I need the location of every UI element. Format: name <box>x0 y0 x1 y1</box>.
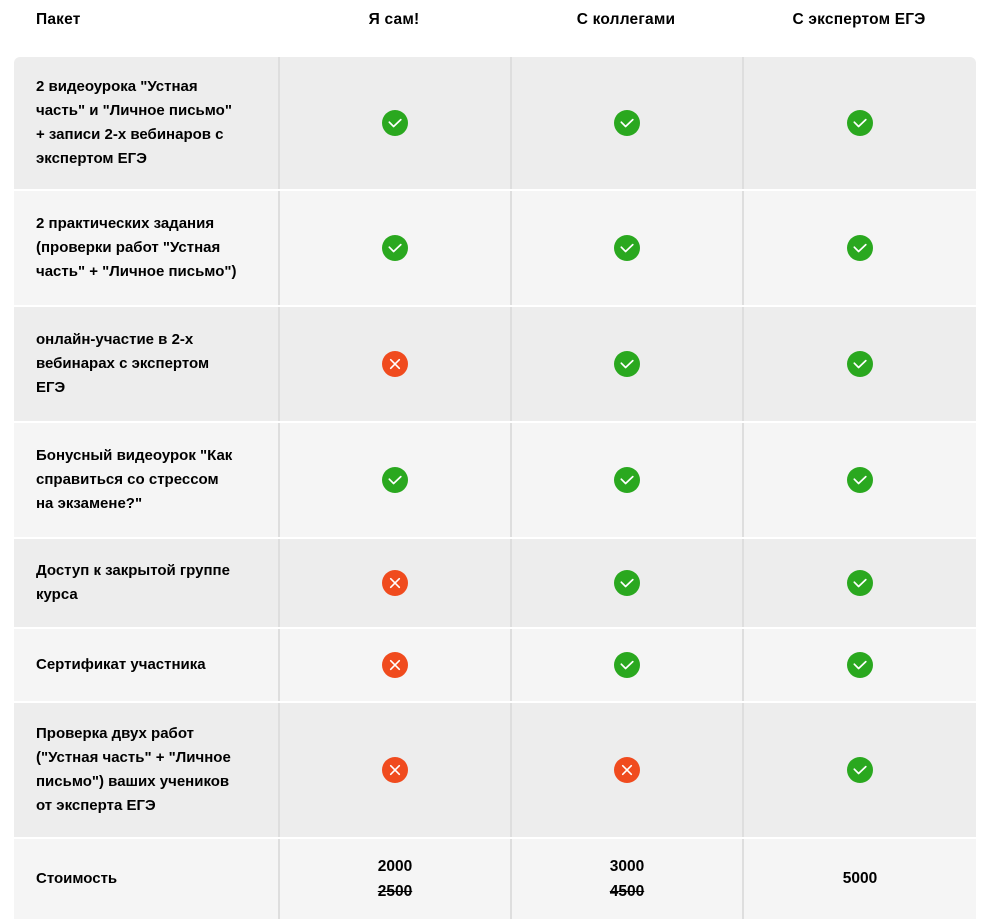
feature-label: Сертификат участника <box>14 629 278 701</box>
price-old: 2500 <box>377 882 413 900</box>
feature-excluded-cell <box>278 539 510 627</box>
price-current: 2000 <box>377 857 413 875</box>
table-row: Сертификат участника <box>14 629 976 701</box>
check-icon <box>614 351 640 377</box>
check-icon <box>382 110 408 136</box>
price-cell: 3000 4500 <box>510 839 742 919</box>
feature-included-cell <box>278 57 510 189</box>
price-old: 4500 <box>609 882 645 900</box>
check-icon <box>847 652 873 678</box>
cross-icon <box>382 757 408 783</box>
table-body: 2 видеоурока "Устная часть" и "Личное пи… <box>14 57 976 919</box>
feature-label: онлайн-участие в 2-х вебинарах с эксперт… <box>14 307 278 421</box>
price-stack: 3000 4500 <box>610 857 644 902</box>
feature-included-cell <box>742 539 976 627</box>
column-header-ege-expert: С экспертом ЕГЭ <box>792 11 926 28</box>
check-icon <box>847 467 873 493</box>
table-row: 2 практических задания (проверки работ "… <box>14 191 976 305</box>
pricing-row: Стоимость 2000 2500 3000 4500 5000 <box>14 839 976 919</box>
feature-included-cell <box>510 191 742 305</box>
check-icon <box>382 235 408 261</box>
table-row: 2 видеоурока "Устная часть" и "Личное пи… <box>14 57 976 189</box>
feature-included-cell <box>510 539 742 627</box>
feature-included-cell <box>742 629 976 701</box>
check-icon <box>847 235 873 261</box>
pricing-label: Стоимость <box>14 839 278 919</box>
check-icon <box>614 235 640 261</box>
price-cell: 2000 2500 <box>278 839 510 919</box>
feature-label: 2 практических задания (проверки работ "… <box>14 191 278 305</box>
feature-included-cell <box>510 629 742 701</box>
check-icon <box>847 351 873 377</box>
feature-label: Бонусный видеоурок "Как справиться со ст… <box>14 423 278 537</box>
feature-included-cell <box>510 307 742 421</box>
cross-icon <box>382 570 408 596</box>
feature-included-cell <box>742 191 976 305</box>
feature-included-cell <box>742 307 976 421</box>
feature-included-cell <box>510 423 742 537</box>
check-icon <box>847 110 873 136</box>
column-header-myself: Я сам! <box>368 11 420 28</box>
table-row: Доступ к закрытой группе курса <box>14 539 976 627</box>
feature-included-cell <box>278 191 510 305</box>
feature-excluded-cell <box>278 629 510 701</box>
check-icon <box>614 467 640 493</box>
check-icon <box>382 467 408 493</box>
check-icon <box>614 652 640 678</box>
price-cell: 5000 <box>742 839 976 919</box>
feature-included-cell <box>742 423 976 537</box>
column-header-colleagues: С коллегами <box>576 11 676 28</box>
table-row: онлайн-участие в 2-х вебинарах с эксперт… <box>14 307 976 421</box>
cross-icon <box>382 652 408 678</box>
table-header-row: Пакет Я сам! С коллегами С экспертом ЕГЭ <box>14 0 976 55</box>
check-icon <box>614 570 640 596</box>
price-current: 3000 <box>609 857 645 875</box>
price-current: 5000 <box>842 870 878 887</box>
table-row: Бонусный видеоурок "Как справиться со ст… <box>14 423 976 537</box>
check-icon <box>847 570 873 596</box>
feature-included-cell <box>510 57 742 189</box>
cross-icon <box>382 351 408 377</box>
check-icon <box>614 110 640 136</box>
pricing-comparison-table: Пакет Я сам! С коллегами С экспертом ЕГЭ… <box>14 0 976 919</box>
feature-included-cell <box>742 703 976 837</box>
feature-label: 2 видеоурока "Устная часть" и "Личное пи… <box>14 57 278 189</box>
price-stack: 2000 2500 <box>378 857 412 902</box>
feature-label: Доступ к закрытой группе курса <box>14 539 278 627</box>
column-header-package: Пакет <box>36 11 81 28</box>
cross-icon <box>614 757 640 783</box>
price-stack: 5000 <box>843 869 877 889</box>
feature-excluded-cell <box>278 307 510 421</box>
table-row: Проверка двух работ ("Устная часть" + "Л… <box>14 703 976 837</box>
feature-label: Проверка двух работ ("Устная часть" + "Л… <box>14 703 278 837</box>
feature-included-cell <box>742 57 976 189</box>
feature-included-cell <box>278 423 510 537</box>
check-icon <box>847 757 873 783</box>
feature-excluded-cell <box>510 703 742 837</box>
feature-excluded-cell <box>278 703 510 837</box>
